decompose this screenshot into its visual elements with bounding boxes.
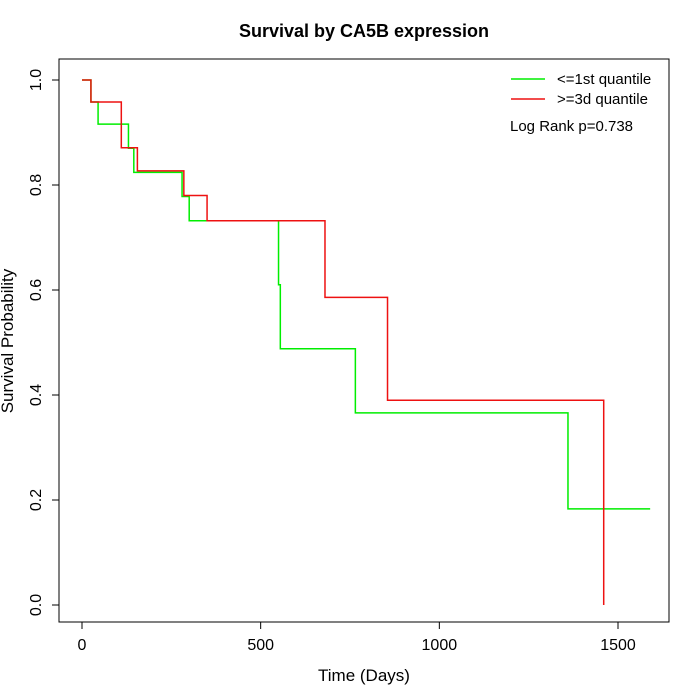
x-axis-ticks: 0 500 1000 1500 — [78, 622, 636, 654]
y-tick-label: 0.6 — [28, 279, 45, 301]
legend: <=1st quantile >=3d quantile — [511, 71, 651, 108]
log-rank-annotation: Log Rank p=0.738 — [510, 118, 633, 135]
x-tick-label: 0 — [78, 637, 87, 654]
x-tick-label: 1000 — [422, 637, 458, 654]
survival-curves — [82, 79, 651, 605]
x-tick-label: 500 — [247, 637, 274, 654]
y-tick-label: 0.0 — [28, 594, 45, 616]
y-tick-label: 1.0 — [28, 69, 45, 91]
y-axis-ticks: 0.0 0.2 0.4 0.6 0.8 1.0 — [28, 69, 59, 616]
chart-title: Survival by CA5B expression — [239, 21, 489, 41]
y-tick-label: 0.4 — [28, 384, 45, 406]
y-tick-label: 0.2 — [28, 489, 45, 511]
legend-label-low: <=1st quantile — [557, 71, 651, 88]
x-tick-label: 1500 — [600, 637, 636, 654]
legend-label-high: >=3d quantile — [557, 91, 648, 108]
y-axis-label: Survival Probability — [0, 268, 17, 413]
y-tick-label: 0.8 — [28, 174, 45, 196]
survival-curve-high-expression — [82, 79, 605, 605]
survival-curve-low-expression — [82, 79, 651, 510]
x-axis-label: Time (Days) — [318, 666, 410, 685]
